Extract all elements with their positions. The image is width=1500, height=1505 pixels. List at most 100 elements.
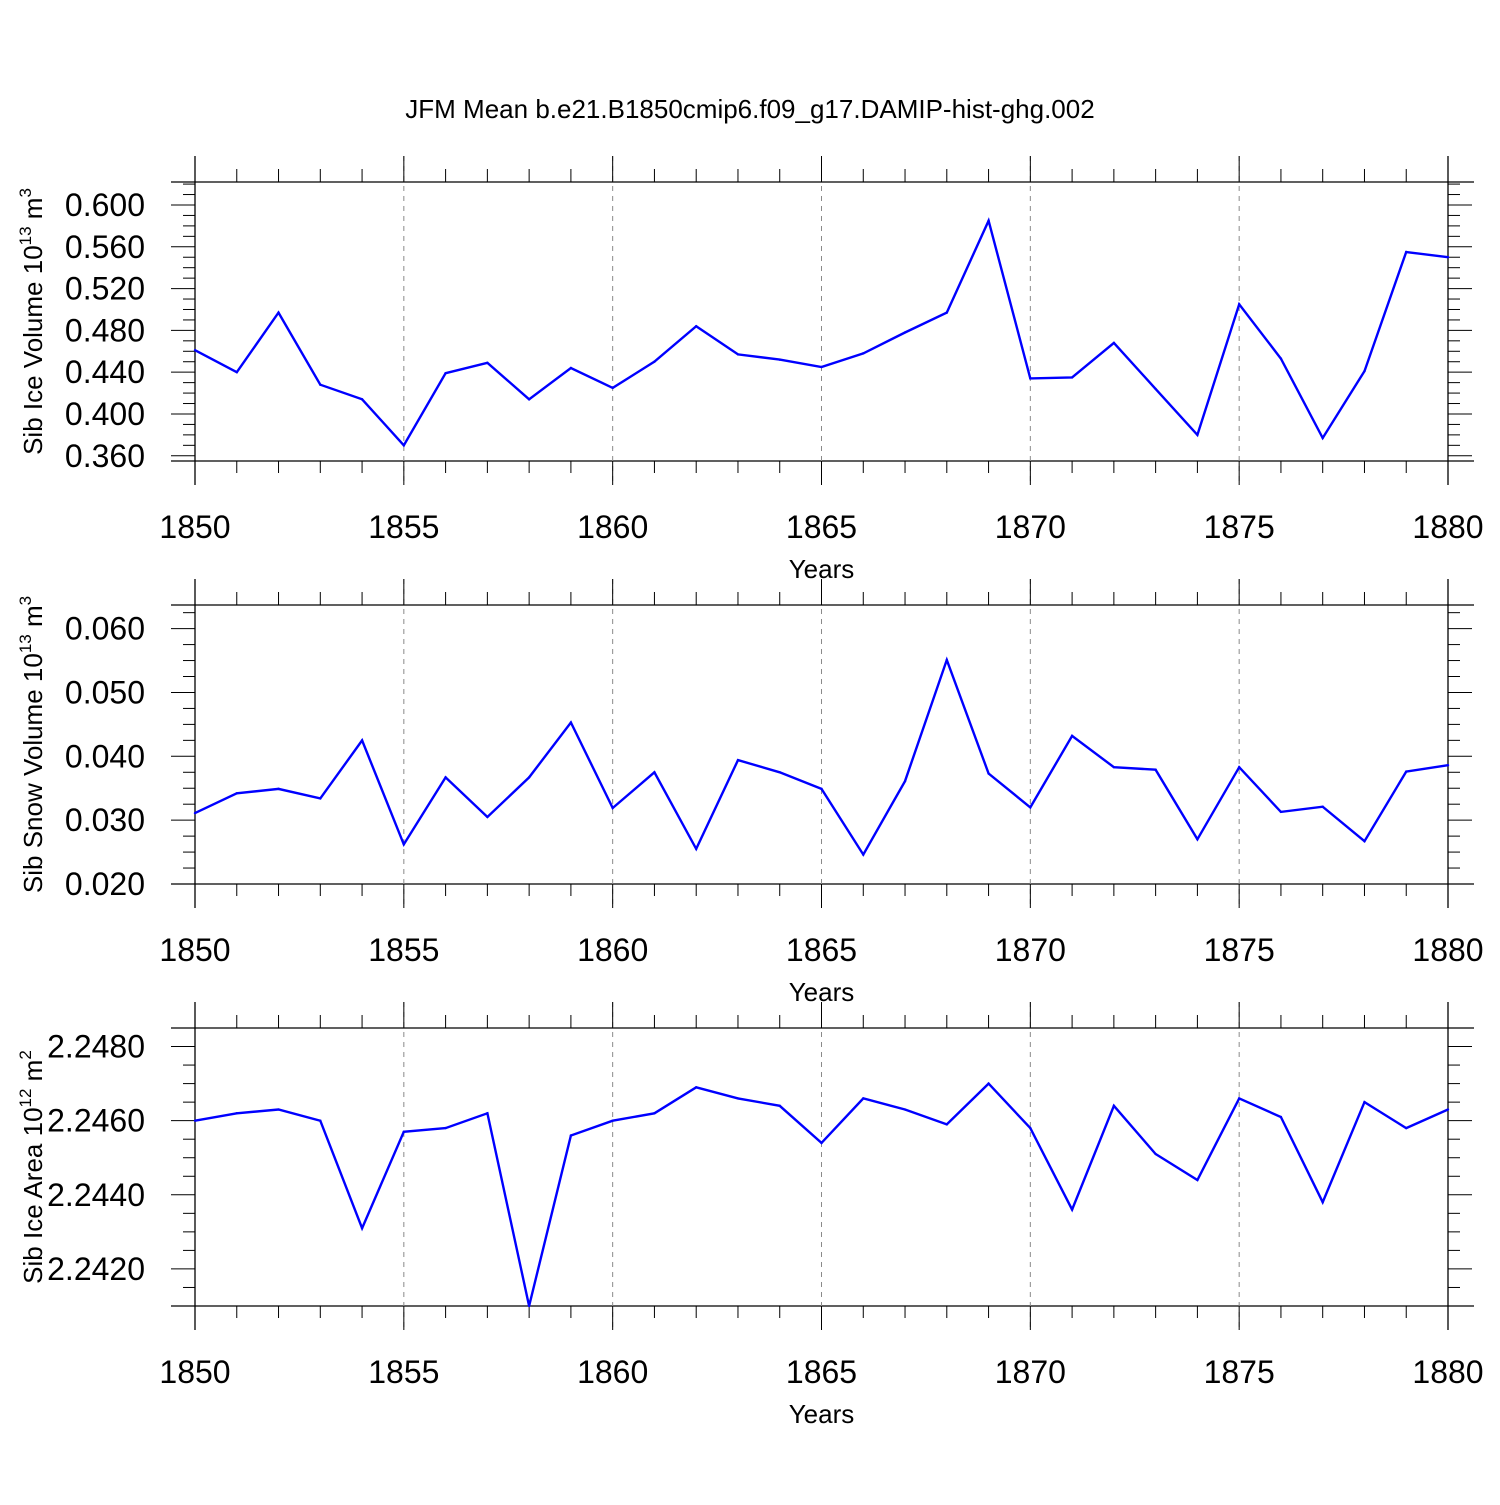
data-point — [611, 386, 614, 390]
data-point — [1112, 765, 1116, 769]
y-tick-label: 0.050 — [65, 674, 145, 710]
data-point — [653, 360, 656, 363]
data-point — [987, 1082, 990, 1085]
data-point — [945, 658, 948, 662]
y-axis-title: Sib Ice Volume 1013 m3 — [16, 188, 48, 455]
y-tick-label: 2.2420 — [47, 1251, 145, 1287]
data-point — [862, 1097, 865, 1100]
data-point — [611, 1119, 614, 1122]
x-tick-label: 1865 — [786, 932, 857, 968]
data-point — [277, 311, 280, 314]
data-point — [527, 1304, 531, 1308]
x-tick-label: 1855 — [368, 509, 439, 545]
data-point — [277, 787, 280, 791]
data-point — [1279, 810, 1283, 814]
y-axis-title-superscript: 2 — [16, 1050, 35, 1059]
data-point — [695, 847, 698, 851]
y-axis-title-superscript: 12 — [16, 1089, 35, 1108]
data-point — [402, 444, 406, 447]
y-axis-title-part: m — [18, 198, 48, 227]
data-point — [1405, 770, 1408, 773]
data-point — [1405, 1126, 1408, 1130]
y-axis-title-part: m — [18, 605, 48, 634]
x-tick-label: 1870 — [995, 932, 1066, 968]
data-point — [1029, 806, 1032, 809]
data-point — [486, 361, 489, 364]
figure-title: JFM Mean b.e21.B1850cmip6.f09_g17.DAMIP-… — [405, 94, 1094, 124]
data-point — [1446, 764, 1450, 767]
data-point — [319, 1119, 322, 1122]
data-point — [193, 811, 197, 815]
y-tick-label: 0.040 — [65, 738, 145, 774]
data-point — [987, 772, 990, 775]
x-tick-label: 1855 — [368, 1354, 439, 1390]
data-point — [653, 771, 656, 774]
data-point — [611, 806, 614, 810]
y-tick-label: 2.2460 — [47, 1103, 145, 1139]
data-point — [1279, 357, 1283, 360]
x-tick-label: 1860 — [577, 932, 648, 968]
data-point — [444, 1126, 447, 1130]
data-point — [903, 780, 907, 783]
data-point — [1279, 1115, 1283, 1119]
data-point — [1237, 303, 1241, 306]
x-tick-label: 1850 — [159, 1354, 230, 1390]
data-point — [1070, 734, 1074, 738]
data-point — [1029, 1126, 1032, 1130]
y-tick-label: 0.480 — [65, 312, 145, 348]
data-point — [360, 398, 364, 401]
x-tick-label: 1860 — [577, 509, 648, 545]
data-point — [1029, 377, 1032, 380]
x-tick-label: 1870 — [995, 509, 1066, 545]
data-point — [1237, 765, 1241, 769]
chart-panel-2: 0.020 0.030 0.040 0.050 0.060 1850 1855 1860 186… — [16, 579, 1484, 1007]
data-point — [1321, 436, 1324, 440]
data-point — [1112, 1104, 1116, 1108]
data-point — [1446, 1108, 1450, 1111]
data-point — [1154, 387, 1157, 391]
data-point — [235, 1112, 238, 1115]
y-axis-title-superscript: 3 — [16, 596, 35, 605]
y-tick-label: 0.030 — [65, 802, 145, 838]
data-point — [1321, 1201, 1324, 1204]
y-axis-title-superscript: 13 — [16, 226, 35, 245]
data-point — [820, 365, 823, 369]
data-point — [277, 1108, 280, 1111]
data-point — [444, 372, 447, 375]
y-axis-title-part: Sib Snow Volume 10 — [18, 653, 48, 893]
data-point — [569, 366, 573, 370]
data-point — [235, 792, 238, 795]
y-tick-label: 0.400 — [65, 396, 145, 432]
data-point — [862, 853, 865, 856]
y-tick-label: 0.060 — [65, 611, 145, 647]
y-tick-label: 0.560 — [65, 229, 145, 265]
data-point — [486, 1112, 489, 1115]
data-point — [193, 1119, 197, 1122]
data-point — [945, 311, 948, 314]
data-point — [486, 815, 489, 819]
data-point — [903, 1108, 907, 1111]
data-point — [862, 352, 865, 355]
y-tick-label: 0.020 — [65, 866, 145, 902]
data-point — [1321, 805, 1324, 808]
data-point — [653, 1112, 656, 1115]
y-axis-title-part: Sib Ice Volume 10 — [18, 245, 48, 455]
data-point — [987, 219, 990, 222]
y-tick-label: 0.440 — [65, 354, 145, 390]
y-tick-label: 0.600 — [65, 187, 145, 223]
y-axis-title-superscript: 13 — [16, 634, 35, 653]
data-point — [1196, 1178, 1199, 1182]
data-point — [695, 325, 698, 328]
y-axis-title-superscript: 3 — [16, 188, 35, 197]
data-point — [193, 349, 197, 352]
data-point — [736, 758, 740, 762]
data-point — [569, 1134, 573, 1137]
series-line — [194, 217, 1449, 448]
chart-panel-1: 0.360 0.400 0.440 0.480 0.520 0.560 0.600 1850 1… — [16, 156, 1484, 584]
data-point — [527, 776, 531, 779]
panels: 0.360 0.400 0.440 0.480 0.520 0.560 0.600 1850 1… — [16, 156, 1484, 1429]
data-point — [360, 1226, 364, 1230]
data-point — [695, 1086, 698, 1089]
